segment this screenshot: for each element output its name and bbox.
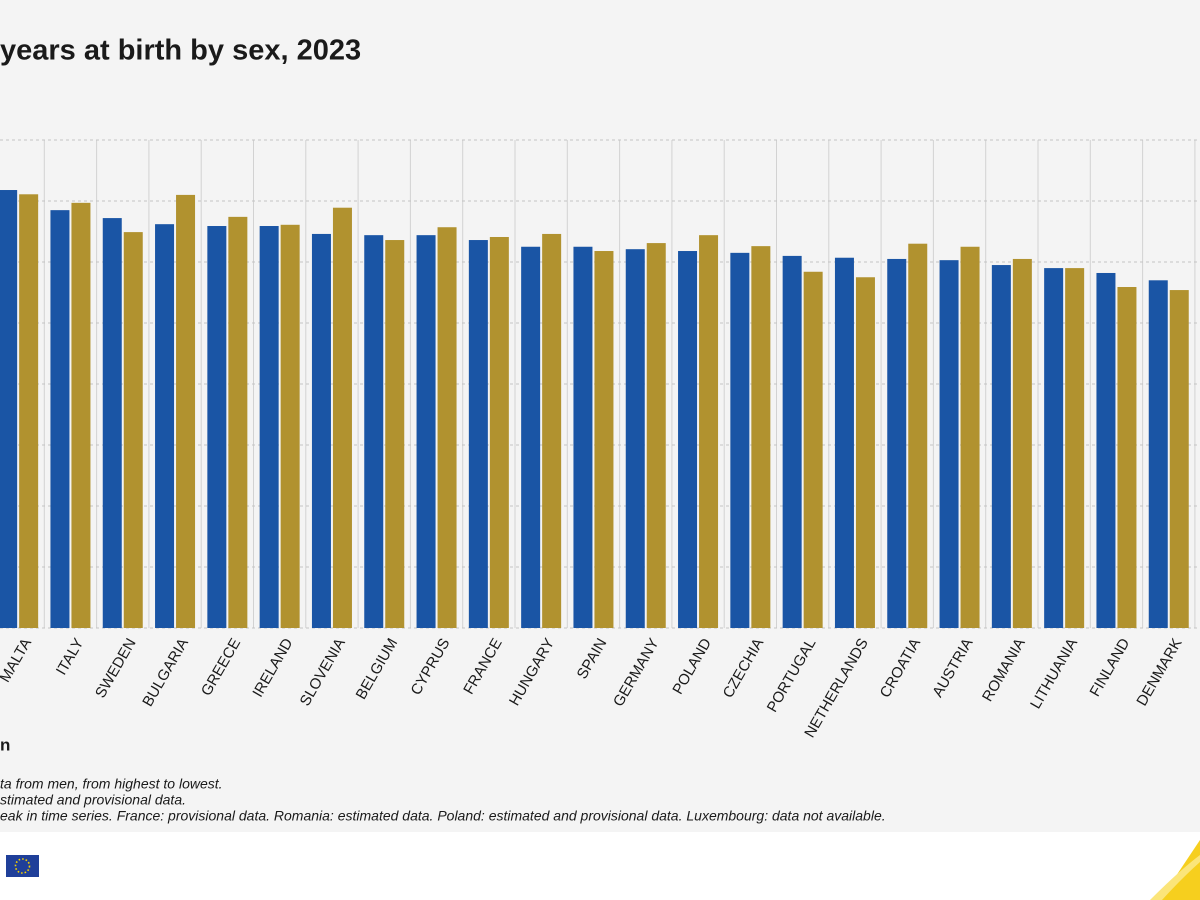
bar <box>1044 268 1064 628</box>
bar <box>1117 287 1137 628</box>
bar <box>364 235 384 628</box>
bar <box>1148 280 1168 628</box>
bar <box>437 227 457 629</box>
bar <box>228 216 248 629</box>
bar <box>0 190 18 628</box>
bar <box>71 202 91 628</box>
bar <box>332 207 352 628</box>
bar <box>782 255 802 628</box>
bar <box>1169 290 1189 628</box>
bar <box>385 240 405 629</box>
bar <box>468 240 488 629</box>
bar <box>416 235 436 628</box>
bar <box>489 236 509 629</box>
bar <box>646 243 666 628</box>
footnote: eak in time series. France: provisional … <box>0 808 886 824</box>
bar <box>176 194 196 628</box>
bar <box>751 246 771 628</box>
bar <box>573 246 593 628</box>
bar <box>259 226 279 628</box>
legend-fragment: n <box>0 735 10 754</box>
footnote: ta from men, from highest to lowest. <box>0 776 223 792</box>
bar <box>1096 272 1116 628</box>
bar <box>1065 268 1085 628</box>
bar <box>887 258 907 628</box>
bar <box>908 243 928 628</box>
bar <box>834 257 854 628</box>
bar <box>102 218 122 628</box>
bar <box>19 194 39 629</box>
bar <box>855 277 875 628</box>
bar <box>939 260 959 628</box>
bar <box>699 235 719 628</box>
decoration <box>1150 855 1200 900</box>
chart-title: years at birth by sex, 2023 <box>0 35 361 67</box>
bar <box>991 265 1011 628</box>
footnote: stimated and provisional data. <box>0 792 186 808</box>
bar <box>207 226 227 628</box>
bar <box>521 246 541 628</box>
bar <box>594 251 614 628</box>
bar <box>625 249 645 628</box>
bar <box>123 232 143 629</box>
bar <box>730 252 750 628</box>
eu-flag <box>6 855 39 877</box>
bar <box>50 210 70 628</box>
bar <box>155 224 175 628</box>
bar <box>542 233 562 628</box>
bar <box>960 246 980 628</box>
bar <box>678 251 698 628</box>
bar <box>803 271 823 628</box>
bar <box>311 233 331 628</box>
bar <box>1012 258 1032 628</box>
bar <box>280 224 300 629</box>
